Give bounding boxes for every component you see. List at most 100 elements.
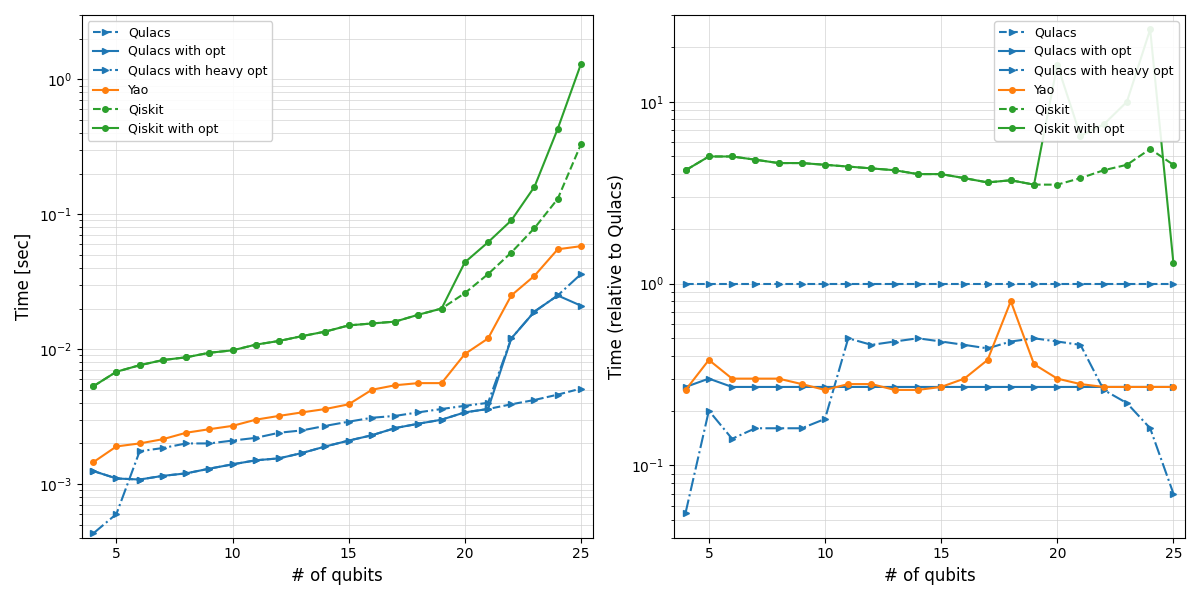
Qulacs with heavy opt [156, 445, 170, 452]
Qiskit with opt [1142, 26, 1157, 33]
X-axis label: # of qubits: # of qubits [883, 567, 976, 585]
Qulacs [412, 420, 426, 427]
Qulacs with opt [481, 406, 496, 413]
Qulacs [574, 385, 588, 392]
Yao [772, 375, 786, 382]
Qiskit [794, 160, 809, 167]
Qulacs with opt [911, 383, 925, 391]
Line: Qulacs with heavy opt: Qulacs with heavy opt [90, 271, 583, 536]
Yao [527, 272, 541, 280]
Yao [342, 401, 356, 408]
Qiskit [272, 337, 287, 344]
Qulacs with opt [86, 467, 101, 475]
Qulacs with opt [1003, 383, 1018, 391]
Yao [1166, 383, 1181, 391]
Line: Qiskit with opt: Qiskit with opt [90, 61, 583, 389]
Qiskit [202, 349, 216, 356]
Qiskit [434, 305, 449, 312]
Yao [434, 380, 449, 387]
Qiskit [1003, 176, 1018, 184]
Yao [817, 386, 832, 394]
Qiskit with opt [980, 179, 995, 186]
Qulacs [1050, 280, 1064, 287]
Qulacs with heavy opt [934, 338, 948, 345]
Qiskit with opt [1097, 121, 1111, 128]
Yao [156, 436, 170, 443]
Qiskit [817, 161, 832, 169]
Qiskit [934, 170, 948, 178]
Qiskit with opt [156, 356, 170, 364]
Qulacs with heavy opt [179, 440, 193, 447]
Qulacs with heavy opt [132, 448, 146, 455]
Qulacs with opt [202, 465, 216, 472]
Yao [678, 386, 692, 394]
Qiskit with opt [1166, 259, 1181, 266]
Qulacs with opt [132, 476, 146, 483]
Qulacs with heavy opt [772, 425, 786, 432]
Qulacs with opt [248, 457, 263, 464]
Qulacs with opt [888, 383, 902, 391]
Qulacs with heavy opt [725, 435, 739, 442]
Qulacs [388, 424, 402, 431]
Qulacs with heavy opt [888, 338, 902, 345]
Qulacs with heavy opt [248, 434, 263, 442]
Yao [132, 440, 146, 447]
Yao [911, 386, 925, 394]
Qulacs with opt [678, 383, 692, 391]
Qiskit [365, 320, 379, 327]
Qulacs with heavy opt [748, 425, 762, 432]
Qiskit [702, 153, 716, 160]
Qulacs with opt [365, 431, 379, 439]
Qulacs [202, 465, 216, 472]
Qiskit with opt [934, 170, 948, 178]
Yao [365, 386, 379, 394]
Yao [1097, 383, 1111, 391]
Yao [888, 386, 902, 394]
Qulacs with heavy opt [272, 429, 287, 436]
Qulacs with heavy opt [551, 292, 565, 299]
Qulacs with heavy opt [864, 341, 878, 349]
Qulacs [156, 472, 170, 479]
Qiskit with opt [457, 259, 472, 266]
Line: Qulacs with opt: Qulacs with opt [683, 376, 1176, 390]
Qulacs [864, 280, 878, 287]
Yao [295, 409, 310, 416]
Qulacs with heavy opt [794, 425, 809, 432]
Qulacs with opt [980, 383, 995, 391]
Qiskit [342, 322, 356, 329]
Qiskit with opt [527, 183, 541, 190]
Qulacs with heavy opt [481, 399, 496, 406]
Qiskit [295, 332, 310, 340]
Qiskit [1050, 181, 1064, 188]
Qiskit [156, 356, 170, 364]
Qiskit with opt [434, 305, 449, 312]
Qulacs [132, 476, 146, 483]
Qulacs [365, 431, 379, 439]
Qiskit with opt [412, 311, 426, 319]
Qiskit [132, 362, 146, 369]
Qulacs with opt [226, 461, 240, 468]
Qulacs with heavy opt [1097, 386, 1111, 394]
Line: Qulacs with heavy opt: Qulacs with heavy opt [683, 335, 1176, 515]
Qiskit [911, 170, 925, 178]
Qiskit [412, 311, 426, 319]
Qiskit with opt [678, 167, 692, 174]
Qiskit [1073, 175, 1087, 182]
Yao [272, 412, 287, 419]
Qulacs [748, 280, 762, 287]
Qulacs with opt [1073, 383, 1087, 391]
Qiskit [551, 195, 565, 202]
Qulacs with heavy opt [678, 509, 692, 516]
Qiskit [226, 347, 240, 354]
Qulacs [1073, 280, 1087, 287]
Qulacs with heavy opt [958, 341, 972, 349]
Qulacs with opt [412, 420, 426, 427]
Qulacs [702, 280, 716, 287]
Qulacs with heavy opt [365, 414, 379, 421]
Qulacs [179, 470, 193, 477]
Qulacs with opt [748, 383, 762, 391]
Qiskit with opt [86, 383, 101, 390]
Qiskit [1142, 145, 1157, 152]
Line: Qiskit with opt: Qiskit with opt [683, 26, 1176, 266]
Qulacs with opt [342, 437, 356, 444]
